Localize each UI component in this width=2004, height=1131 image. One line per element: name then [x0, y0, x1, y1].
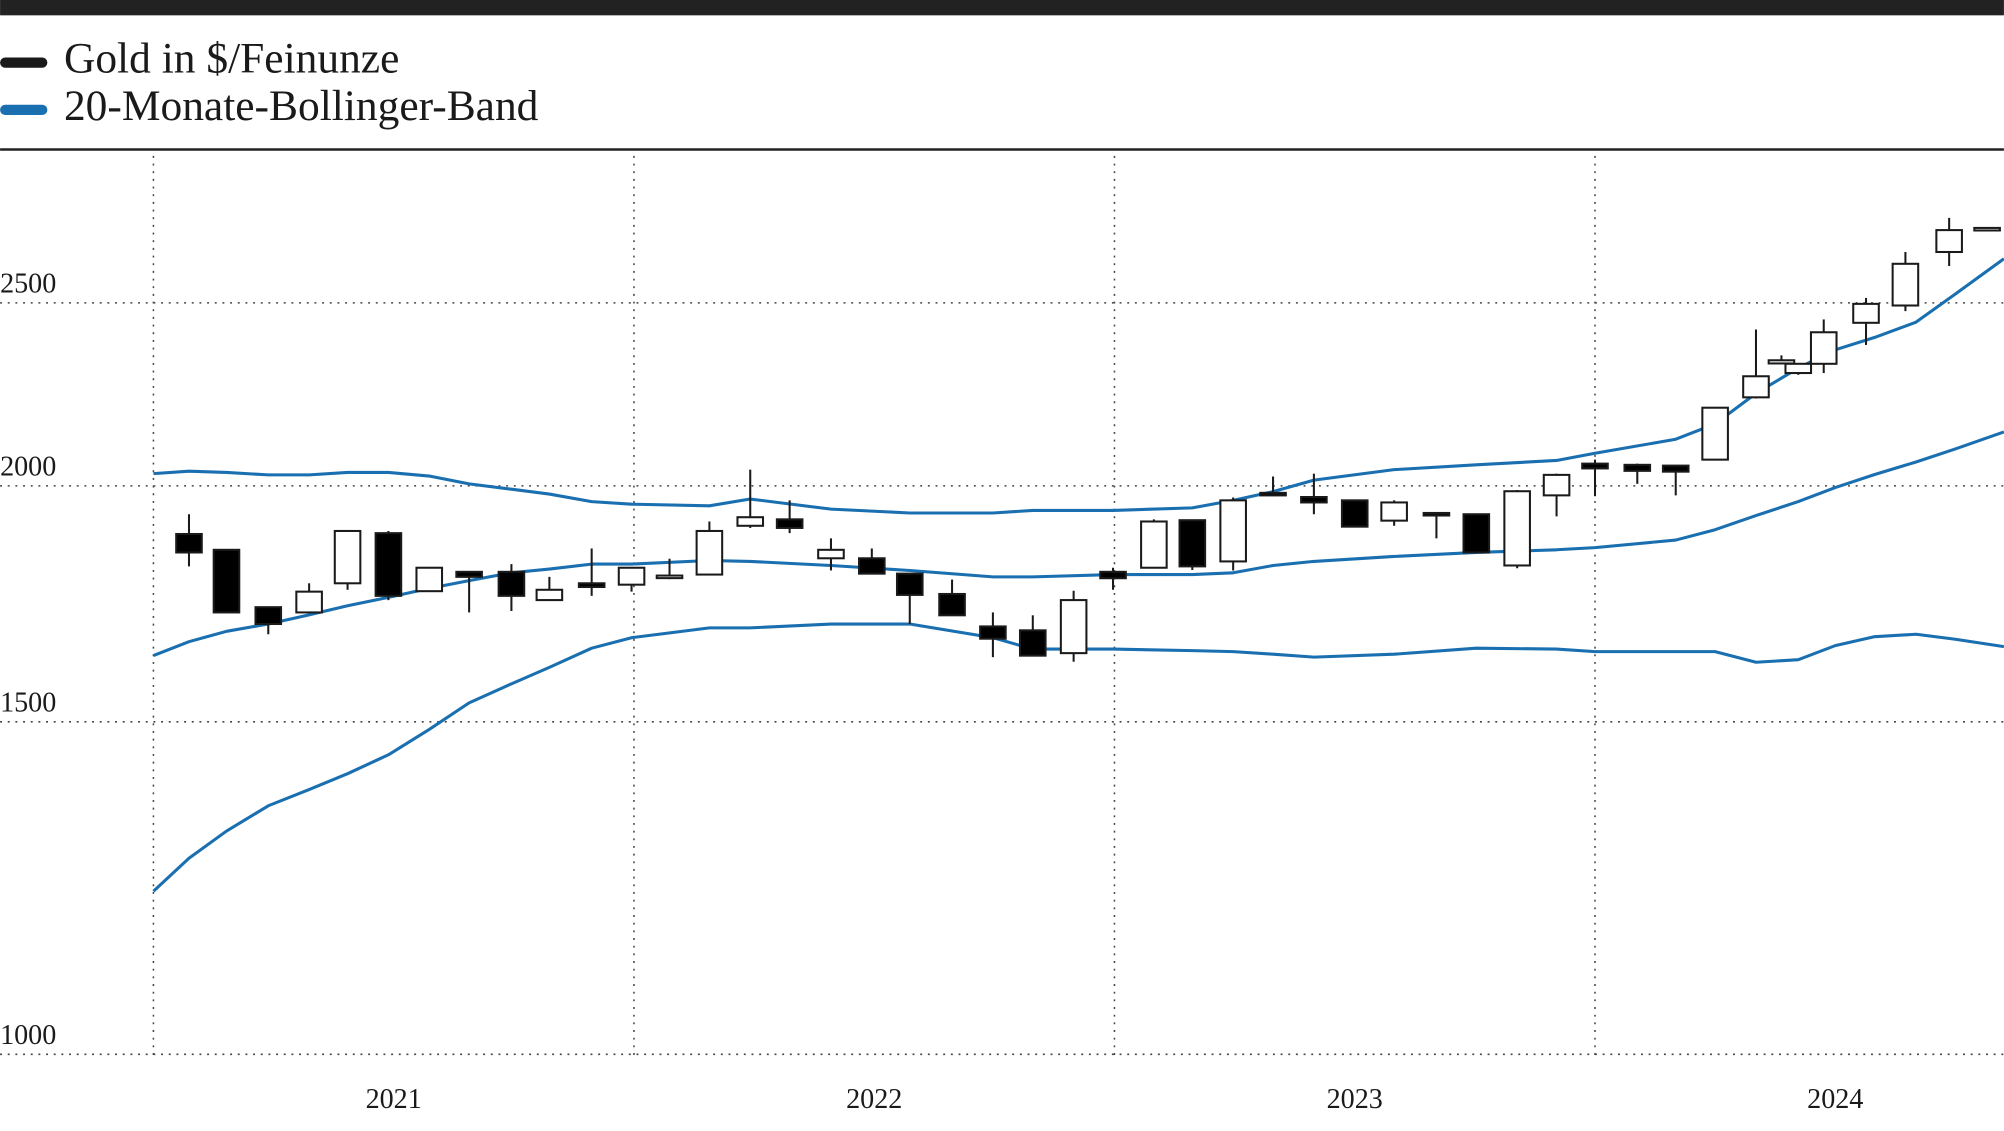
candle-body	[497, 570, 526, 597]
x-tick-label: 2023	[1327, 1084, 1383, 1115]
candle-body	[1340, 499, 1369, 528]
candle-body	[655, 574, 684, 580]
top-bar	[0, 0, 2004, 16]
candle-body	[333, 529, 362, 585]
candle-body	[617, 566, 646, 586]
candle-body	[938, 592, 966, 617]
candle-body	[1661, 464, 1690, 473]
band-line	[153, 257, 2004, 515]
candle-body	[1300, 496, 1328, 504]
candle-body	[577, 582, 606, 589]
candle-body	[175, 532, 203, 554]
candle-body	[1784, 362, 1813, 375]
candle-body	[1140, 520, 1168, 569]
y-tick-label: 1000	[0, 1020, 56, 1051]
candle-body	[895, 572, 924, 596]
x-tick-label: 2021	[366, 1084, 422, 1115]
y-tick-label: 2500	[0, 269, 56, 300]
candle-body	[1891, 262, 1920, 307]
candle-body	[1018, 629, 1047, 657]
candle-body	[1581, 462, 1609, 470]
legend-swatch	[0, 104, 48, 116]
candle-body	[1462, 513, 1491, 554]
band-line	[152, 622, 2004, 893]
candle-body	[1503, 490, 1531, 567]
candle-body	[1219, 499, 1247, 563]
candle-body	[1852, 302, 1880, 324]
candle-body	[858, 557, 886, 575]
candle-body	[254, 606, 283, 626]
candle-body	[1623, 463, 1652, 472]
y-tick-label: 2000	[0, 452, 56, 483]
candle-body	[1059, 599, 1088, 655]
candle-body	[295, 590, 323, 614]
candle-body	[695, 529, 724, 576]
x-tick-label: 2024	[1807, 1084, 1863, 1115]
candle-body	[1178, 519, 1207, 568]
candle-body	[535, 588, 564, 602]
candle-body	[1973, 226, 2001, 232]
candle-body	[1935, 229, 1963, 254]
legend-label: 20-Monate-Bollinger-Band	[64, 82, 539, 130]
x-tick-label: 2022	[846, 1084, 902, 1115]
candle-body	[1742, 375, 1770, 399]
candle-body	[374, 532, 403, 597]
candle-body	[1542, 473, 1571, 497]
candle-body	[1099, 570, 1127, 580]
candle-body	[1259, 491, 1287, 497]
legend-label: Gold in $/Feinunze	[64, 35, 399, 83]
candle-body	[817, 548, 845, 560]
candle-body	[1380, 501, 1408, 522]
legend-swatch	[0, 57, 48, 68]
y-tick-label: 1500	[0, 688, 56, 719]
candle-body	[212, 548, 241, 614]
candle-body	[979, 625, 1007, 640]
candle-body	[1422, 511, 1451, 517]
candle-body	[775, 518, 804, 529]
candle-body	[1701, 406, 1729, 461]
candle-body	[415, 566, 444, 593]
candle-body	[1809, 331, 1838, 365]
candle-body	[1767, 359, 1796, 365]
candle-body	[736, 516, 765, 527]
candle-body	[455, 570, 483, 578]
